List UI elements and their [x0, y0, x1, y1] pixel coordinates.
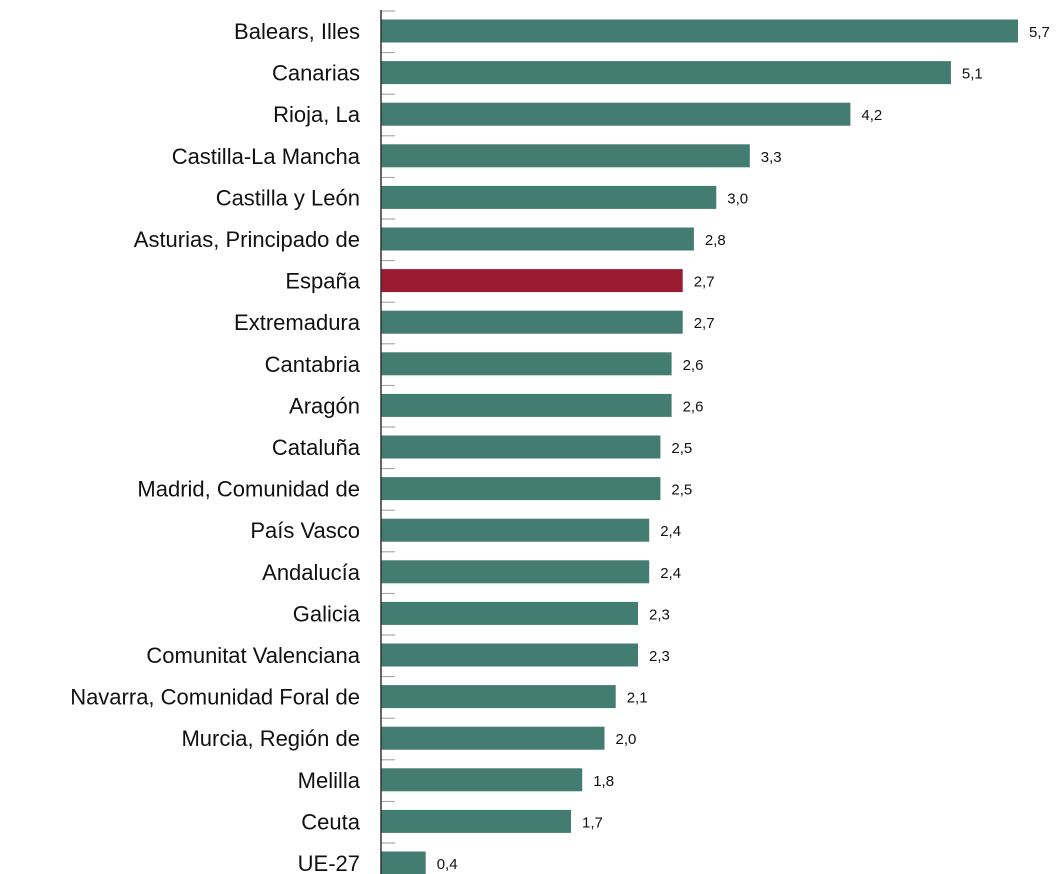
value-label: 2,6	[683, 398, 704, 415]
value-label: 2,7	[694, 274, 715, 291]
value-label: 4,2	[861, 107, 882, 124]
bar	[381, 726, 605, 750]
category-label: Andalucía	[262, 560, 361, 585]
bar	[381, 768, 583, 792]
category-label: Madrid, Comunidad de	[137, 477, 360, 502]
bar	[381, 518, 650, 542]
category-label: Navarra, Comunidad Foral de	[70, 685, 360, 710]
category-label: Comunitat Valenciana	[146, 643, 360, 668]
bar	[381, 435, 661, 459]
bar	[381, 352, 672, 376]
value-label: 2,4	[660, 565, 681, 582]
category-label: Murcia, Región de	[181, 726, 360, 751]
bar	[381, 144, 750, 168]
category-label: Cantabria	[265, 352, 361, 377]
value-label: 1,8	[593, 773, 614, 790]
bar	[381, 227, 694, 251]
category-label: Castilla y León	[216, 185, 360, 210]
value-labels-group: 5,7 5,1 4,2 3,3 3,0 2,8 2,7 2,7 2,6 2,6 2,5 2,5 2,4 2…	[437, 24, 1050, 873]
bar	[381, 601, 638, 625]
bar	[381, 102, 851, 126]
bar	[381, 477, 661, 501]
category-label: Balears, Illes	[234, 19, 360, 44]
bar	[381, 685, 616, 709]
category-label: Cataluña	[272, 435, 361, 460]
value-label: 2,8	[705, 232, 726, 249]
bar	[381, 851, 426, 874]
value-label: 2,7	[694, 315, 715, 332]
category-label: Galicia	[293, 601, 361, 626]
category-label: Castilla-La Mancha	[172, 144, 361, 169]
value-label: 2,1	[627, 690, 648, 707]
category-label: Asturias, Principado de	[134, 227, 360, 252]
value-label: 5,1	[962, 66, 983, 83]
category-label: UE-27	[298, 851, 360, 874]
value-label: 2,5	[671, 482, 692, 499]
category-label: Canarias	[272, 61, 360, 86]
value-label: 2,3	[649, 648, 670, 665]
category-label: Rioja, La	[273, 102, 361, 127]
value-label: 2,5	[671, 440, 692, 457]
category-label: Aragón	[289, 393, 360, 418]
bar	[381, 643, 638, 667]
bar	[381, 560, 650, 584]
bar	[381, 61, 951, 85]
bar	[381, 19, 1018, 43]
value-label: 2,3	[649, 606, 670, 623]
category-label: País Vasco	[250, 518, 360, 543]
value-label: 3,0	[727, 190, 748, 207]
axis-ticks-group	[381, 10, 395, 844]
category-label: España	[285, 269, 360, 294]
category-label: Melilla	[298, 768, 361, 793]
category-label: Ceuta	[301, 809, 360, 834]
value-label: 5,7	[1029, 24, 1050, 41]
value-label: 0,4	[437, 856, 458, 873]
bars-group	[381, 19, 1018, 874]
bar	[381, 393, 672, 417]
value-label: 1,7	[582, 814, 603, 831]
value-label: 3,3	[761, 149, 782, 166]
value-label: 2,6	[683, 357, 704, 374]
category-label: Extremadura	[234, 310, 361, 335]
bar	[381, 310, 683, 334]
bar	[381, 269, 683, 293]
bar	[381, 185, 717, 209]
category-labels-group: Balears, Illes Canarias Rioja, La Castilla-…	[70, 19, 361, 874]
value-label: 2,4	[660, 523, 681, 540]
value-label: 2,0	[616, 731, 637, 748]
bar	[381, 809, 571, 833]
